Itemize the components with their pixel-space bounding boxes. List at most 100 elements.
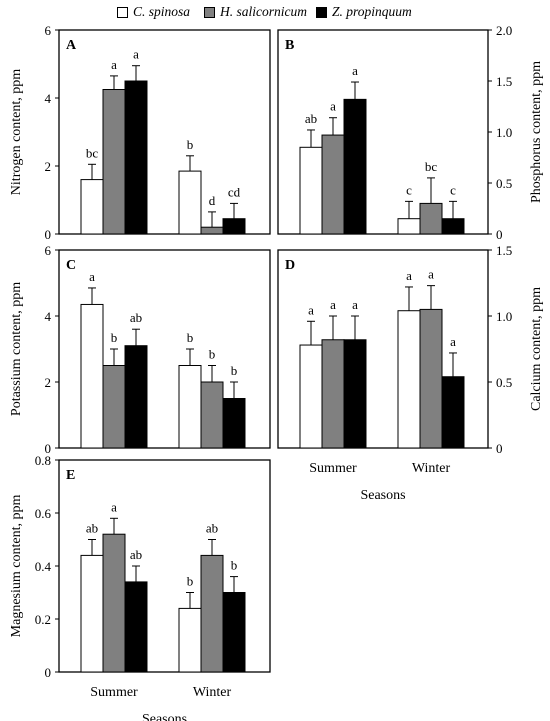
bar	[299, 344, 323, 449]
x-category-label: Winter	[412, 461, 451, 476]
panel-c-letter: C	[66, 258, 76, 273]
panel-d-frame	[277, 249, 489, 449]
bar	[321, 339, 345, 449]
bar	[200, 226, 224, 235]
y-tick-label: 0.8	[35, 453, 51, 468]
bar	[299, 146, 323, 235]
significance-letter: a	[308, 302, 314, 317]
y-tick-label: 1.5	[496, 74, 512, 89]
significance-letter: a	[428, 267, 434, 282]
bar	[102, 365, 126, 449]
y-tick-label: 0	[45, 227, 52, 242]
legend-item-h-salicornicum: H. salicornicum	[204, 4, 307, 20]
legend-label: C. spinosa	[133, 4, 191, 19]
bar	[343, 98, 367, 235]
y-tick-label: 6	[45, 23, 52, 38]
bar	[102, 533, 126, 673]
bar	[397, 310, 421, 449]
y-tick-label: 1.5	[496, 243, 512, 258]
bar	[441, 376, 465, 449]
y-tick-label: 4	[45, 309, 52, 324]
bar	[419, 202, 443, 235]
significance-letter: b	[231, 558, 238, 573]
significance-letter: c	[406, 182, 412, 197]
significance-letter: b	[209, 347, 216, 362]
y-tick-label: 0	[45, 441, 52, 456]
x-axis-title: Seasons	[142, 712, 187, 721]
significance-letter: a	[352, 63, 358, 78]
significance-letter: c	[450, 182, 456, 197]
y-axis-title: Potassium content, ppm	[9, 282, 24, 416]
bar	[321, 134, 345, 235]
significance-letter: b	[187, 137, 194, 152]
bar	[178, 607, 202, 673]
bar	[441, 218, 465, 235]
x-category-label: Winter	[193, 685, 232, 700]
x-category-label: Summer	[309, 461, 357, 476]
significance-letter: a	[450, 334, 456, 349]
bar	[102, 89, 126, 235]
bar	[178, 170, 202, 235]
significance-letter: a	[133, 47, 139, 62]
bar	[343, 339, 367, 449]
legend-item-z-propinquum: Z. propinquum	[316, 4, 412, 20]
significance-letter: a	[406, 268, 412, 283]
y-tick-label: 2	[45, 159, 52, 174]
significance-letter: ab	[305, 111, 317, 126]
significance-letter: ab	[86, 521, 98, 536]
legend-label: Z. propinquum	[332, 4, 412, 19]
bar	[124, 80, 148, 235]
y-axis-title: Phosphorus content, ppm	[529, 61, 544, 203]
bar	[80, 303, 104, 449]
bar	[200, 554, 224, 673]
panel-b-letter: B	[285, 38, 294, 53]
y-tick-label: 0	[496, 227, 503, 242]
significance-letter: b	[111, 330, 118, 345]
bar	[397, 218, 421, 235]
bar	[222, 398, 246, 449]
significance-letter: ab	[130, 547, 142, 562]
bar	[419, 308, 443, 449]
panel-a-frame	[58, 29, 271, 235]
legend: C. spinosa H. salicornicum Z. propinquum	[0, 4, 550, 24]
y-tick-label: 0.6	[35, 506, 52, 521]
y-tick-label: 6	[45, 243, 52, 258]
panel-e-letter: E	[66, 468, 75, 483]
significance-letter: a	[330, 297, 336, 312]
significance-letter: a	[111, 499, 117, 514]
bar	[178, 365, 202, 449]
y-tick-label: 2	[45, 375, 52, 390]
bar	[80, 179, 104, 235]
y-tick-label: 1.0	[496, 309, 512, 324]
y-tick-label: 0.5	[496, 176, 512, 191]
y-tick-label: 4	[45, 91, 52, 106]
bar	[222, 218, 246, 235]
legend-swatch-white	[117, 6, 128, 18]
significance-letter: a	[352, 297, 358, 312]
significance-letter: a	[330, 99, 336, 114]
bar	[124, 581, 148, 673]
significance-letter: bc	[425, 159, 438, 174]
y-tick-label: 0.5	[496, 375, 512, 390]
significance-letter: a	[111, 57, 117, 72]
significance-letter: b	[187, 574, 194, 589]
legend-swatch-black	[316, 6, 327, 18]
legend-label: H. salicornicum	[220, 4, 307, 19]
y-tick-label: 0	[45, 665, 52, 680]
significance-letter: ab	[206, 521, 218, 536]
y-tick-label: 2.0	[496, 23, 512, 38]
legend-swatch-gray	[204, 6, 215, 18]
significance-letter: b	[231, 363, 238, 378]
significance-letter: cd	[228, 184, 241, 199]
bar	[80, 554, 104, 673]
panel-a-letter: A	[66, 38, 77, 53]
y-tick-label: 0	[496, 441, 503, 456]
significance-letter: bc	[86, 145, 99, 160]
bar	[222, 592, 246, 673]
panel-c-frame	[58, 249, 271, 449]
significance-letter: b	[187, 330, 194, 345]
y-tick-label: 1.0	[496, 125, 512, 140]
y-tick-label: 0.4	[35, 559, 52, 574]
bar	[200, 381, 224, 449]
